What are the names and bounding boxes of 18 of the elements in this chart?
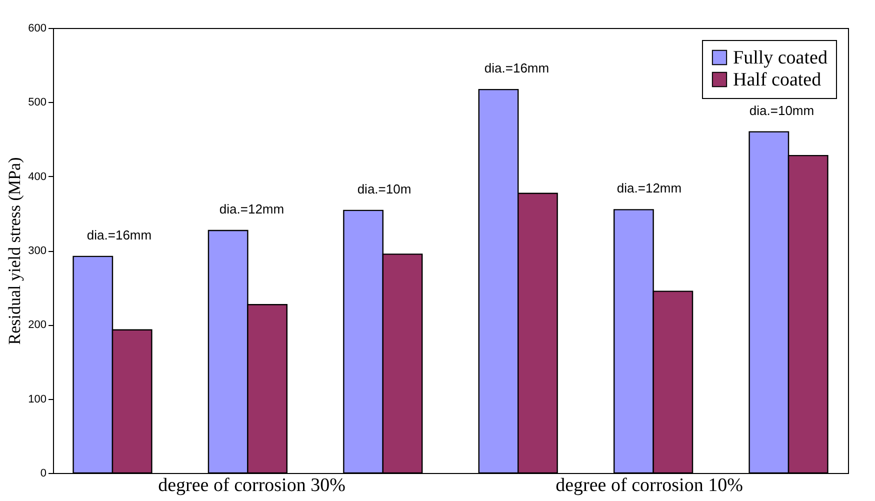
annotation: dia.=10m xyxy=(357,181,412,196)
y-tick-label: 300 xyxy=(28,245,46,257)
y-tick-label: 400 xyxy=(28,170,46,183)
annotation: dia.=16mm xyxy=(86,227,152,242)
legend-label: Fully coated xyxy=(733,48,828,68)
y-tick-label: 100 xyxy=(28,393,46,406)
annotation: dia.=16mm xyxy=(484,60,550,76)
annotation: dia.=12mm xyxy=(616,180,682,196)
annotation: dia.=12mm xyxy=(219,201,284,216)
legend-label: Half coated xyxy=(733,70,822,90)
annotation: dia.=10mm xyxy=(749,102,814,118)
y-axis-title: Residual yield stress (MPa) xyxy=(5,157,24,345)
y-tick-label: 600 xyxy=(28,22,46,34)
y-tick-label: 0 xyxy=(40,468,46,480)
text: degree of corrosion 30% xyxy=(158,475,346,496)
y-tick-label: 500 xyxy=(28,96,46,109)
text: degree of corrosion 10% xyxy=(556,475,744,496)
y-tick-label: 200 xyxy=(28,319,46,332)
